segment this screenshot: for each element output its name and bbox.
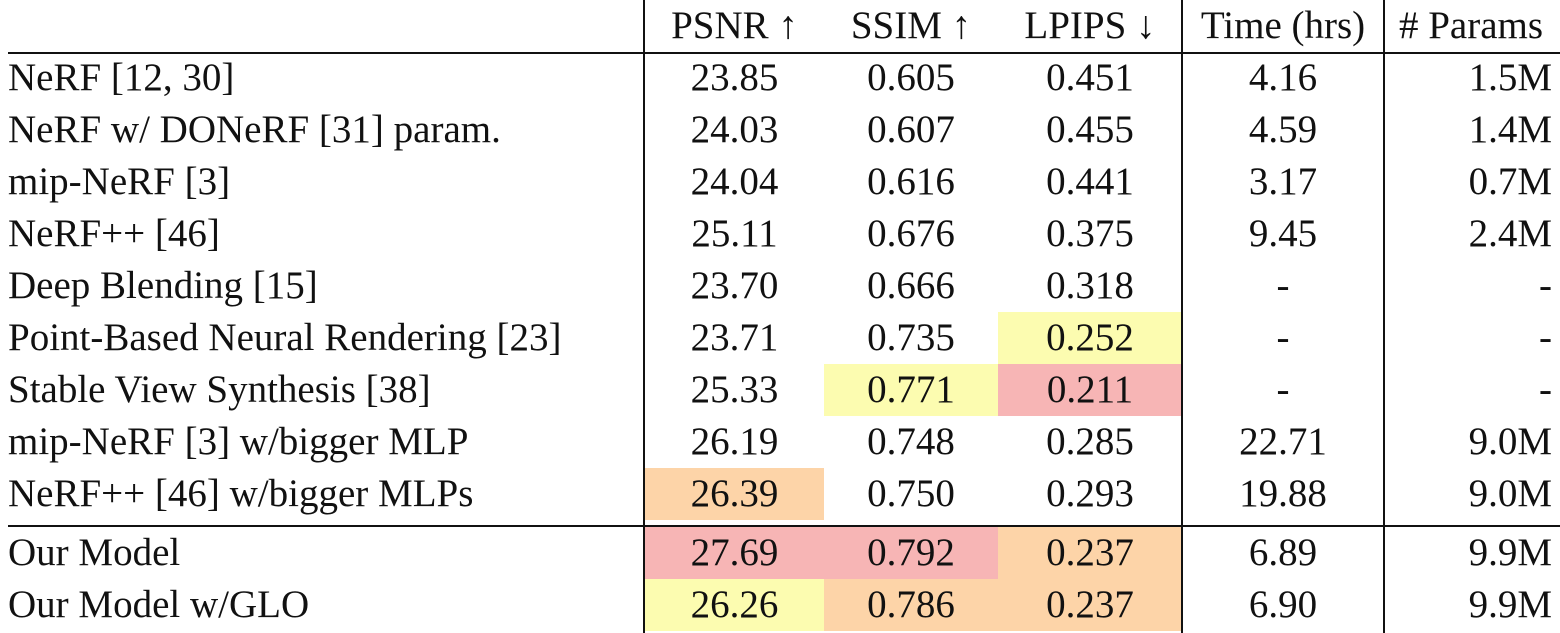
params-cell: - <box>1539 316 1552 359</box>
table-header-row: PSNR ↑ SSIM ↑ LPIPS ↓ Time (hrs) # Param… <box>0 0 1560 52</box>
lpips-cell-third-best: 0.252 <box>998 312 1182 364</box>
method-cell: NeRF++ [46] w/bigger MLPs <box>8 472 474 515</box>
ssim-cell: 0.735 <box>867 316 955 359</box>
time-cell: - <box>1276 316 1290 359</box>
header-ssim: SSIM ↑ <box>850 4 972 47</box>
table-row: mip-NeRF [3] 24.04 0.616 0.441 3.17 0.7M <box>0 156 1560 208</box>
lpips-cell: 0.375 <box>1046 212 1134 255</box>
lpips-cell-second-best: 0.237 <box>998 527 1182 579</box>
method-cell: Our Model <box>8 531 181 574</box>
lpips-cell: 0.293 <box>1046 472 1134 515</box>
method-cell: Point-Based Neural Rendering [23] <box>8 316 562 359</box>
ssim-cell-second-best: 0.786 <box>824 579 998 631</box>
psnr-cell: 25.33 <box>690 368 779 411</box>
psnr-cell: 23.85 <box>690 56 779 99</box>
params-cell: 1.5M <box>1468 56 1552 99</box>
ssim-cell: 0.666 <box>867 264 955 307</box>
params-cell: 9.0M <box>1468 420 1552 463</box>
ssim-cell: 0.750 <box>867 472 955 515</box>
method-cell: NeRF [12, 30] <box>8 56 235 99</box>
ssim-cell: 0.748 <box>867 420 955 463</box>
header-rule <box>8 52 1560 54</box>
method-cell: NeRF w/ DONeRF [31] param. <box>8 108 501 151</box>
table-row: NeRF++ [46] w/bigger MLPs 26.39 0.750 0.… <box>0 468 1560 520</box>
params-cell: 9.0M <box>1468 472 1552 515</box>
params-cell: - <box>1539 368 1552 411</box>
table-row: NeRF w/ DONeRF [31] param. 24.03 0.607 0… <box>0 104 1560 156</box>
method-cell: Our Model w/GLO <box>8 583 310 626</box>
table-row: Stable View Synthesis [38] 25.33 0.771 0… <box>0 364 1560 416</box>
time-cell: 3.17 <box>1248 160 1318 203</box>
table-row: Deep Blending [15] 23.70 0.666 0.318 - - <box>0 260 1560 312</box>
header-time: Time (hrs) <box>1200 4 1366 47</box>
lpips-cell: 0.285 <box>1046 420 1134 463</box>
header-params: # Params <box>1398 4 1544 47</box>
vertical-rule-method <box>643 0 645 633</box>
time-cell: 4.16 <box>1248 56 1318 99</box>
time-cell: - <box>1276 264 1290 307</box>
psnr-cell: 25.11 <box>691 212 778 255</box>
vertical-rule-time <box>1383 0 1385 633</box>
ssim-cell: 0.676 <box>867 212 955 255</box>
time-cell: 19.88 <box>1239 472 1327 515</box>
ssim-cell: 0.605 <box>867 56 955 99</box>
header-method <box>8 0 644 52</box>
time-cell: 4.59 <box>1248 108 1318 151</box>
group-rule <box>8 525 1560 527</box>
psnr-cell: 26.19 <box>690 420 779 463</box>
method-cell: Stable View Synthesis [38] <box>8 368 431 411</box>
lpips-cell: 0.451 <box>1046 56 1134 99</box>
ssim-cell-best: 0.792 <box>824 527 998 579</box>
ssim-cell: 0.607 <box>867 108 955 151</box>
lpips-cell: 0.455 <box>1046 108 1134 151</box>
params-cell: 0.7M <box>1468 160 1552 203</box>
table-row: NeRF [12, 30] 23.85 0.605 0.451 4.16 1.5… <box>0 52 1560 104</box>
table-row: Point-Based Neural Rendering [23] 23.71 … <box>0 312 1560 364</box>
header-lpips: LPIPS ↓ <box>1024 4 1156 47</box>
time-cell: 9.45 <box>1248 212 1318 255</box>
psnr-cell: 23.71 <box>690 316 779 359</box>
psnr-cell-second-best: 26.39 <box>645 468 824 520</box>
table-row: NeRF++ [46] 25.11 0.676 0.375 9.45 2.4M <box>0 208 1560 260</box>
lpips-cell: 0.318 <box>1046 264 1134 307</box>
table-row: mip-NeRF [3] w/bigger MLP 26.19 0.748 0.… <box>0 416 1560 468</box>
method-cell: mip-NeRF [3] <box>8 160 231 203</box>
table-row: Our Model w/GLO 26.26 0.786 0.237 6.90 9… <box>0 579 1560 631</box>
params-cell: - <box>1539 264 1552 307</box>
method-cell: NeRF++ [46] <box>8 212 220 255</box>
params-cell: 9.9M <box>1468 583 1552 626</box>
psnr-cell: 24.04 <box>690 160 779 203</box>
psnr-cell-third-best: 26.26 <box>645 579 824 631</box>
time-cell: 6.89 <box>1248 531 1318 574</box>
lpips-cell-best: 0.211 <box>998 364 1182 416</box>
psnr-cell: 23.70 <box>690 264 779 307</box>
params-cell: 1.4M <box>1468 108 1552 151</box>
lpips-cell-second-best: 0.237 <box>998 579 1182 631</box>
method-cell: mip-NeRF [3] w/bigger MLP <box>8 420 469 463</box>
table-row: Our Model 27.69 0.792 0.237 6.89 9.9M <box>0 527 1560 579</box>
time-cell: 6.90 <box>1248 583 1318 626</box>
header-psnr: PSNR ↑ <box>671 4 798 47</box>
time-cell: - <box>1276 368 1290 411</box>
method-cell: Deep Blending [15] <box>8 264 318 307</box>
ssim-cell: 0.616 <box>867 160 955 203</box>
psnr-cell: 24.03 <box>690 108 779 151</box>
lpips-cell: 0.441 <box>1046 160 1134 203</box>
psnr-cell-best: 27.69 <box>645 527 824 579</box>
time-cell: 22.71 <box>1239 420 1327 463</box>
ssim-cell-third-best: 0.771 <box>824 364 998 416</box>
params-cell: 2.4M <box>1468 212 1552 255</box>
params-cell: 9.9M <box>1468 531 1552 574</box>
vertical-rule-metrics <box>1181 0 1183 633</box>
